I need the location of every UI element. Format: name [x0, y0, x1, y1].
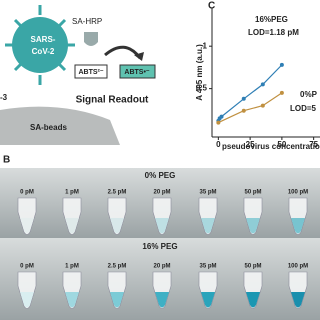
- liquid: [20, 218, 34, 234]
- panel-label: C: [208, 1, 215, 12]
- virus-label: SARS-: [31, 35, 56, 44]
- product-box: [119, 64, 156, 79]
- row-title: 0% PEG: [145, 171, 176, 180]
- liquid: [65, 218, 79, 234]
- hrp-icon: [84, 32, 98, 46]
- conc-label: 50 pM: [244, 264, 261, 270]
- point: [279, 62, 284, 67]
- conc-label: 0 pM: [20, 190, 34, 196]
- point: [241, 108, 246, 113]
- conc-label: 50 pM: [244, 190, 261, 196]
- liquid: [65, 292, 79, 308]
- beads-surface: [0, 106, 120, 145]
- x-tick-label: 75: [309, 140, 318, 149]
- virus-label: CoV-2: [32, 47, 55, 56]
- beads-label: SA-beads: [30, 123, 67, 132]
- liquid: [110, 218, 124, 234]
- y-tick-label: 1: [203, 41, 208, 50]
- liquid: [246, 292, 260, 308]
- liquid: [291, 218, 305, 234]
- arrow: [104, 45, 142, 59]
- conc-label: 20 pM: [153, 264, 170, 270]
- liquid: [246, 218, 260, 234]
- hrp-label: SA-HRP: [72, 17, 102, 26]
- conc-label: 2.5 pM: [108, 190, 127, 196]
- x-tick-label: 0: [216, 140, 221, 149]
- readout: Signal Readout: [76, 95, 149, 106]
- conc-label: 35 pM: [199, 190, 216, 196]
- annotation: 0%P: [300, 90, 318, 99]
- liquid: [155, 292, 169, 308]
- point: [219, 114, 224, 119]
- left-label: -3: [0, 93, 8, 102]
- y-tick-label: 0.5: [196, 84, 208, 93]
- arrow-head: [134, 52, 144, 61]
- annotation: LOD=5: [290, 104, 317, 113]
- schematic: SARS- CoV-2 SA-HRP ABTS²⁻ ABTS•⁻ Signal …: [0, 5, 156, 145]
- point: [260, 103, 265, 108]
- substrate-box: [74, 64, 108, 79]
- point: [241, 96, 246, 101]
- conc-label: 2.5 pM: [108, 264, 127, 270]
- conc-label: 100 pM: [288, 190, 308, 196]
- substrate: ABTS²⁻: [78, 69, 103, 76]
- annotation: 16%PEG: [255, 15, 288, 24]
- point: [279, 90, 284, 95]
- conc-label: 20 pM: [153, 190, 170, 196]
- liquid: [201, 218, 215, 234]
- conc-label: 1 pM: [65, 264, 79, 270]
- liquid: [20, 292, 34, 308]
- annotation: LOD=1.18 pM: [248, 28, 299, 37]
- liquid: [201, 292, 215, 308]
- panel-label: B: [3, 155, 10, 166]
- x-axis-label: pseudovirus concentration: [222, 142, 320, 151]
- conc-label: 35 pM: [199, 264, 216, 270]
- liquid: [155, 218, 169, 234]
- conc-label: 100 pM: [288, 264, 308, 270]
- conc-label: 0 pM: [20, 264, 34, 270]
- y-axis-label: A 405 nm (a.u.): [195, 44, 204, 101]
- conc-label: 1 pM: [65, 190, 79, 196]
- trend-line: [217, 64, 283, 122]
- liquid: [291, 292, 305, 308]
- x-tick-label: 50: [277, 140, 286, 149]
- trend-line: [218, 92, 283, 124]
- row-title: 16% PEG: [142, 242, 177, 251]
- point: [260, 82, 265, 87]
- liquid: [110, 292, 124, 308]
- point: [216, 120, 221, 125]
- x-tick-label: 25: [246, 140, 255, 149]
- virus: [12, 17, 68, 73]
- product: ABTS•⁻: [124, 69, 150, 76]
